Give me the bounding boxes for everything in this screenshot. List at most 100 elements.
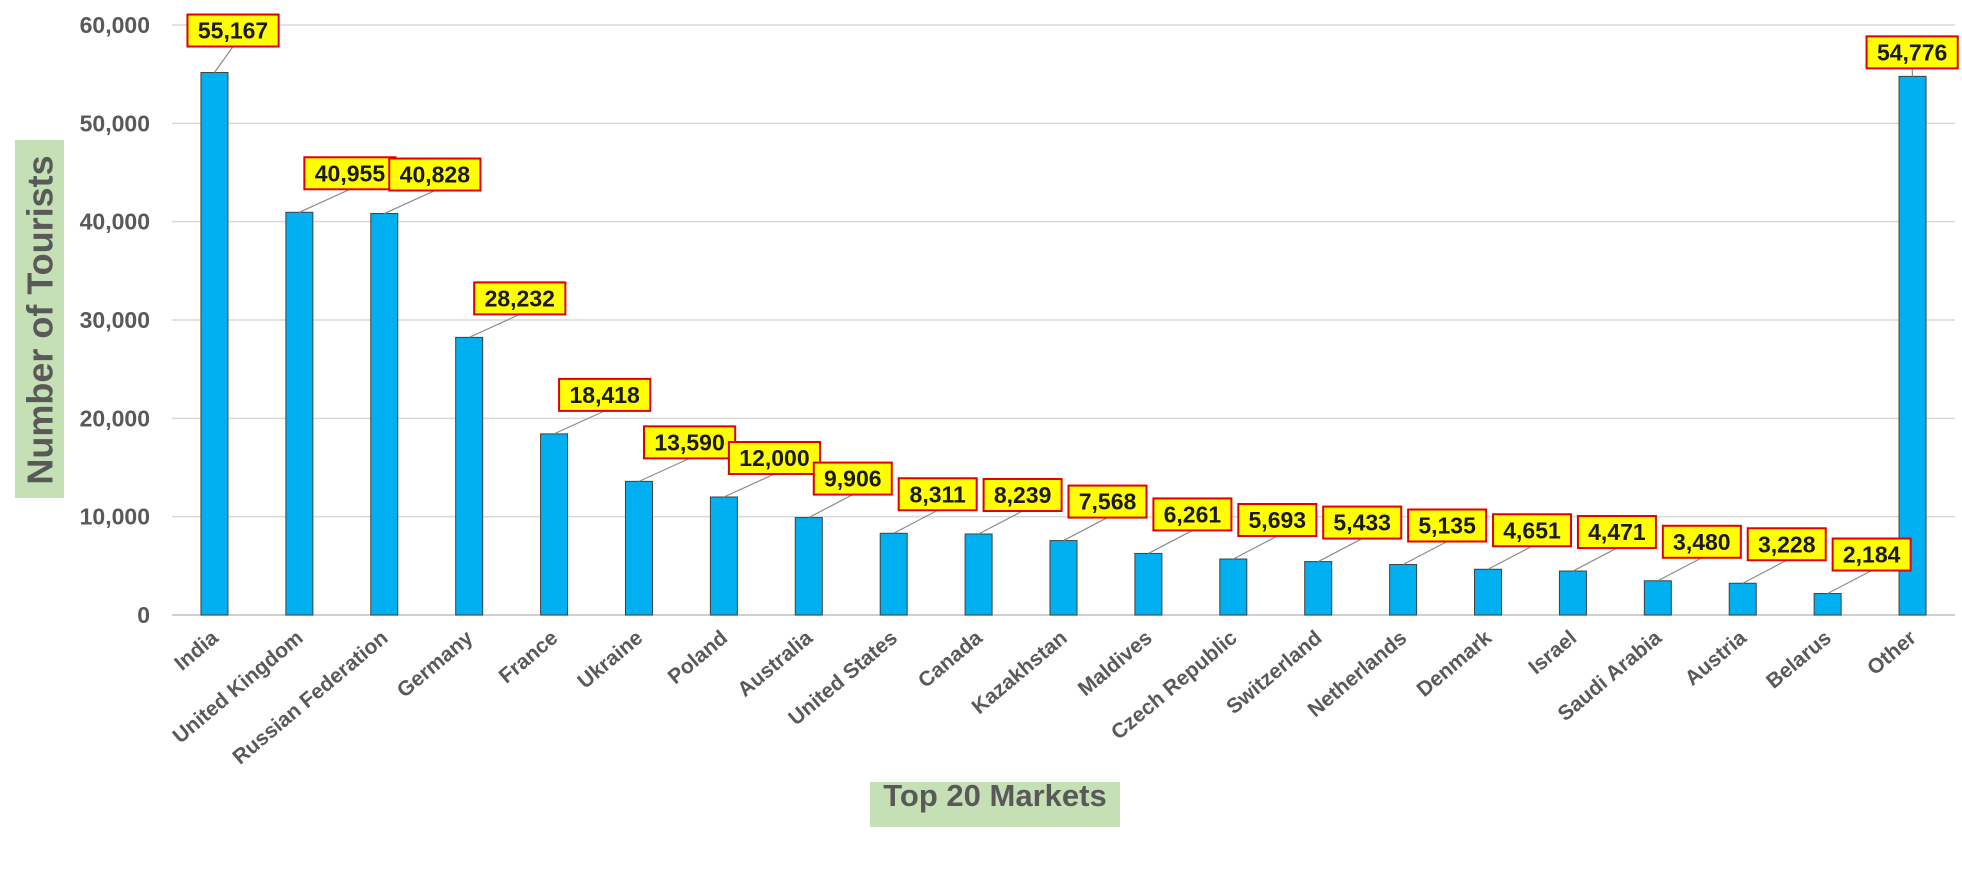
data-label: 28,232 [485, 285, 555, 311]
bar [540, 433, 569, 616]
data-label: 7,568 [1079, 489, 1137, 515]
leader-line [553, 410, 605, 435]
x-tick-label: Denmark [1413, 626, 1497, 702]
data-label: 5,433 [1333, 510, 1391, 536]
data-label-box [1865, 35, 1959, 70]
leader-line [978, 510, 1023, 535]
x-tick-label: Austria [1681, 626, 1751, 690]
y-tick-label: 0 [137, 602, 150, 628]
data-label: 3,228 [1758, 531, 1816, 557]
data-label-box [473, 281, 567, 316]
data-label-box [642, 425, 737, 460]
y-axis-title-text: Number of Tourists [20, 155, 61, 484]
bar [624, 480, 653, 616]
bar [1558, 570, 1587, 616]
bar [1049, 540, 1078, 616]
leader-line [1742, 559, 1788, 584]
bar [1474, 568, 1503, 616]
data-label-box [1661, 524, 1742, 559]
leader-line [1657, 557, 1703, 582]
data-label: 12,000 [739, 445, 809, 471]
data-label-box [727, 441, 822, 475]
y-tick-label: 60,000 [80, 12, 150, 38]
bar [1643, 580, 1672, 616]
y-tick-label: 50,000 [80, 110, 150, 136]
y-tick-label: 10,000 [80, 504, 150, 530]
data-label: 18,418 [569, 382, 640, 408]
data-label: 40,828 [400, 162, 471, 188]
y-tick-label: 40,000 [80, 209, 150, 235]
x-axis-title-text: Top 20 Markets [883, 778, 1106, 813]
data-label: 5,135 [1418, 513, 1476, 539]
leader-line [1317, 538, 1363, 563]
data-label-box [812, 461, 893, 496]
data-label: 40,955 [315, 160, 386, 186]
data-label: 9,906 [824, 466, 882, 492]
bar [1728, 582, 1757, 616]
bar [1304, 561, 1333, 616]
data-label-box [982, 477, 1063, 512]
bar [879, 532, 908, 616]
data-label: 5,693 [1249, 507, 1307, 533]
y-axis-ticks: 0 10,000 20,000 30,000 40,000 50,000 60,000 [80, 12, 150, 628]
data-label-box [1067, 484, 1148, 519]
bar [1813, 593, 1842, 616]
data-label: 8,239 [994, 482, 1052, 508]
x-tick-label: Israel [1524, 626, 1581, 679]
leader-line [808, 494, 854, 519]
leader-line [384, 189, 436, 215]
data-label-box [1746, 527, 1827, 562]
data-label-box [303, 156, 397, 191]
leader-line [1233, 535, 1278, 560]
data-label: 3,480 [1673, 529, 1731, 555]
data-labels: 55,167 40,955 40,828 28,232 18,418 13,590 12,0… [186, 13, 1959, 595]
data-label-box [1492, 513, 1573, 548]
x-tick-label: Maldives [1074, 626, 1157, 701]
leader-line [1827, 569, 1872, 595]
y-axis-title-background [15, 140, 64, 498]
data-label-box [558, 377, 652, 412]
data-label: 8,311 [910, 481, 966, 507]
data-label-box [1831, 537, 1912, 572]
y-tick-label: 30,000 [80, 307, 150, 333]
leader-line [638, 457, 690, 482]
x-tick-label: Poland [664, 626, 732, 689]
data-label: 4,471 [1588, 519, 1646, 545]
leader-line [1572, 547, 1618, 572]
data-label-box [1152, 497, 1233, 532]
data-label: 54,776 [1877, 39, 1947, 65]
data-label-box [186, 13, 280, 48]
x-axis-title-background [870, 782, 1120, 827]
leader-line [213, 46, 234, 73]
x-tick-label: Canada [914, 626, 987, 693]
bar [370, 213, 399, 616]
bar [1898, 75, 1927, 616]
leader-line [1402, 540, 1448, 566]
bar [200, 72, 229, 616]
data-label-box [1407, 508, 1488, 543]
leader-line [1148, 529, 1193, 554]
leader-line [468, 313, 521, 338]
data-label: 2,184 [1843, 542, 1901, 568]
data-label-box [1237, 503, 1318, 538]
leader-line [299, 188, 351, 213]
bar [1389, 564, 1418, 616]
x-tick-label: Ukraine [573, 626, 647, 693]
data-label-box [1576, 515, 1657, 550]
data-label: 55,167 [198, 18, 268, 44]
data-label-box [897, 477, 978, 512]
y-axis-title: Number of Tourists [15, 140, 64, 498]
bar [455, 336, 484, 616]
x-tick-label: France [495, 626, 563, 688]
leader-line [893, 509, 938, 534]
x-axis-title: Top 20 Markets [870, 778, 1120, 827]
bar [964, 533, 993, 616]
leader-line [1063, 517, 1108, 542]
bars [200, 72, 1927, 616]
x-tick-label: Russian Federation [228, 626, 392, 769]
x-tick-label: Germany [393, 626, 478, 702]
x-tick-label: Belarus [1762, 626, 1836, 693]
data-label-box [1322, 505, 1403, 540]
